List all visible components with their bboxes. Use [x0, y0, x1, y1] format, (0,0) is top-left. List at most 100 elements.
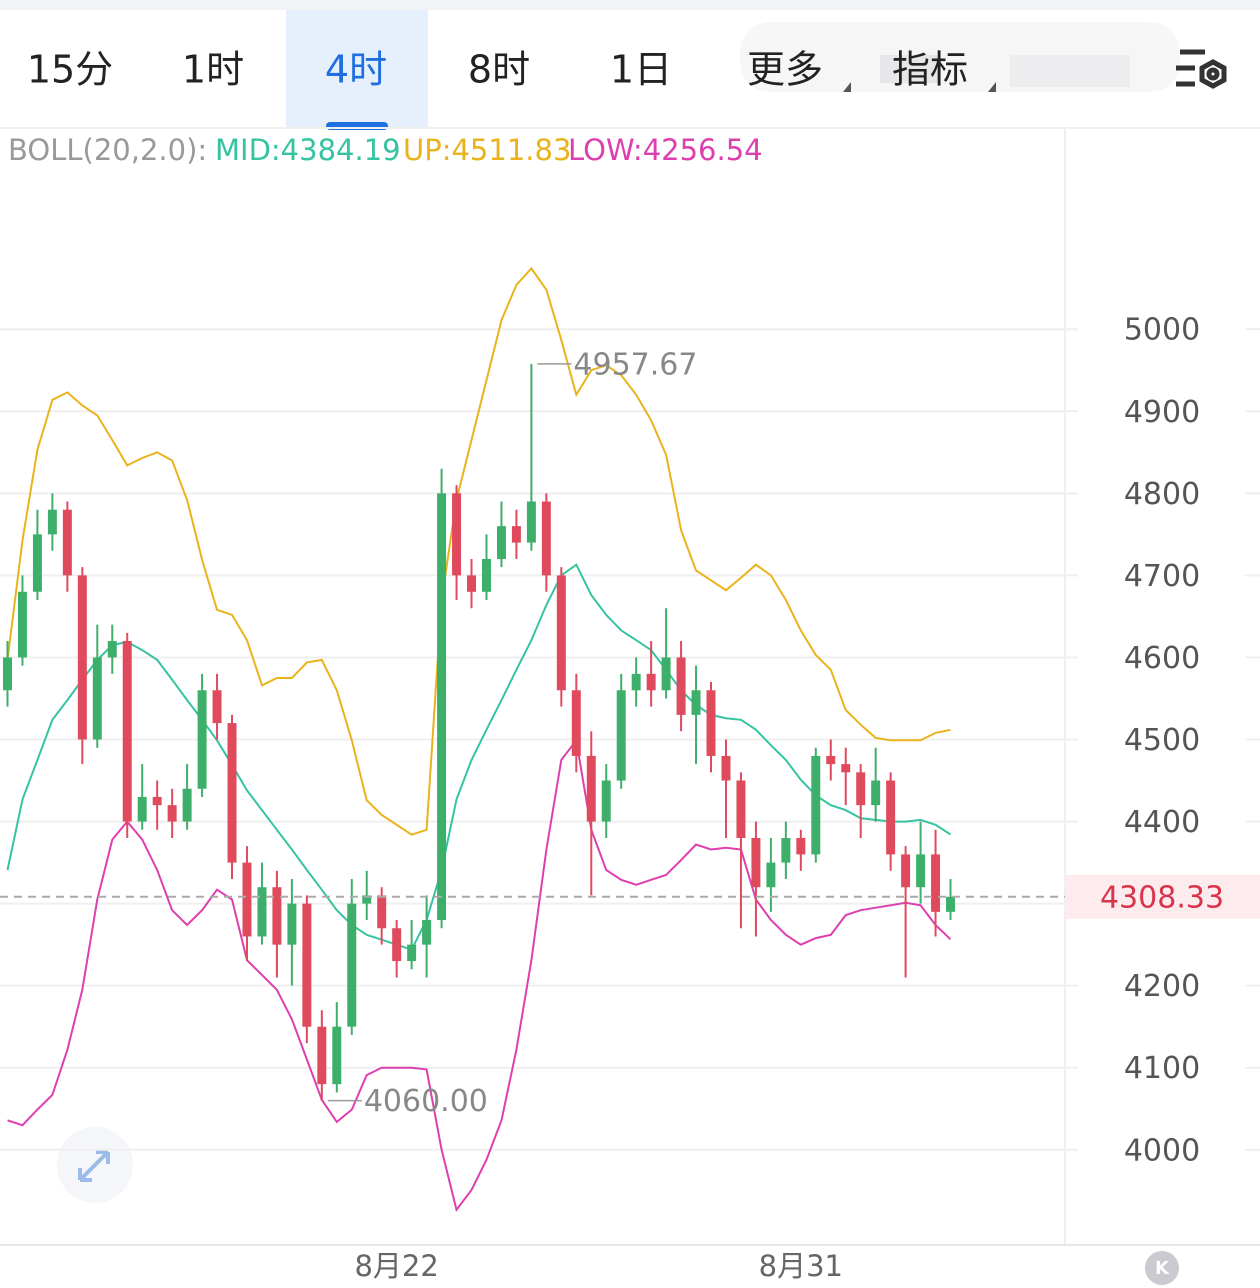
candle-body — [107, 641, 117, 658]
extreme-label: 4957.67 — [573, 347, 697, 382]
candle-body — [511, 526, 521, 543]
candle-body — [946, 896, 956, 912]
candle-body — [347, 903, 357, 1027]
y-tick-label: 4400 — [1124, 805, 1200, 840]
candle-body — [287, 903, 297, 945]
logo: K — [1155, 1258, 1170, 1279]
y-tick-label: 5000 — [1124, 313, 1200, 348]
y-tick-label: 4700 — [1124, 559, 1200, 594]
candle-body — [811, 755, 821, 855]
tab[interactable]: 更多 — [747, 48, 823, 92]
candle-body — [706, 690, 716, 756]
candle-body — [437, 493, 447, 921]
candle-body — [796, 837, 806, 855]
candle-body — [332, 1026, 342, 1085]
band-legend: UP:4511.83 — [403, 133, 571, 167]
candle-body — [931, 854, 941, 912]
candle-body — [167, 805, 177, 822]
candle-body — [571, 690, 581, 756]
last-price-label: 4308.33 — [1100, 880, 1224, 915]
candle-body — [317, 1026, 327, 1085]
candle-body — [92, 657, 102, 740]
candle-body — [362, 895, 372, 904]
x-tick-label: 8月31 — [759, 1249, 843, 1283]
bollinger-line — [6, 266, 951, 836]
band-legend: MID:4384.19 — [215, 133, 401, 167]
tab[interactable]: 指标 — [892, 48, 968, 92]
logo-circle — [1145, 1251, 1179, 1285]
bollinger-line — [7, 737, 952, 1212]
candle-body — [422, 920, 432, 945]
candle-body — [631, 673, 641, 691]
candle-body — [616, 690, 626, 781]
candle-body — [646, 673, 656, 691]
candle-body — [871, 780, 881, 806]
candle-body — [467, 575, 477, 592]
blurred-area — [740, 22, 1180, 92]
candle-body — [407, 944, 417, 962]
candle-body — [377, 895, 387, 929]
candle-body — [721, 755, 731, 781]
last-price-bg — [1065, 874, 1260, 919]
extreme-label: 4060.00 — [364, 1084, 488, 1119]
blur-block — [1010, 55, 1130, 87]
candle-body — [302, 903, 312, 1027]
expand-button[interactable] — [57, 1127, 133, 1203]
expand-icon — [78, 1150, 110, 1182]
candle-body — [661, 657, 671, 691]
candle-body — [841, 764, 851, 773]
candle-body — [586, 755, 596, 822]
candle-body — [736, 780, 746, 838]
y-tick-label: 4100 — [1124, 1051, 1200, 1086]
candle-body — [886, 780, 896, 855]
tab[interactable]: 8时 — [468, 48, 530, 92]
y-tick-label: 4500 — [1124, 723, 1200, 758]
candle-body — [272, 887, 282, 945]
y-tick-label: 4000 — [1124, 1133, 1200, 1168]
tab[interactable]: 1日 — [610, 48, 672, 92]
candle-body — [766, 862, 776, 888]
candle-body — [32, 534, 42, 592]
candle-body — [2, 657, 12, 691]
y-tick-label: 4600 — [1124, 641, 1200, 676]
tab[interactable]: 4时 — [325, 48, 387, 92]
candle-body — [916, 854, 926, 888]
tab[interactable]: 1时 — [182, 48, 244, 92]
candle-body — [751, 837, 761, 888]
icon-hex — [1199, 59, 1227, 89]
blur-block — [880, 55, 940, 83]
band-legend: LOW:4256.54 — [568, 133, 763, 167]
candle-body — [227, 723, 237, 863]
candle-body — [526, 501, 536, 543]
candle-body — [676, 657, 686, 715]
candle-body — [62, 509, 72, 576]
candle-body — [17, 591, 27, 658]
candle-body — [122, 641, 132, 822]
x-tick-label: 8月22 — [354, 1249, 438, 1283]
candle-body — [556, 575, 566, 691]
candle-body — [496, 526, 506, 559]
candle-body — [182, 788, 192, 822]
settings-icon[interactable] — [1176, 49, 1227, 89]
candle-body — [77, 575, 87, 740]
candle-body — [901, 854, 911, 888]
candle-body — [137, 796, 147, 822]
candle-body — [212, 690, 222, 724]
candle-body — [392, 928, 402, 962]
candle-body — [481, 558, 491, 592]
candle-body — [541, 501, 551, 576]
candle-body — [242, 862, 252, 937]
indicator-name: BOLL(20,2.0): — [8, 133, 207, 167]
candle-body — [452, 493, 462, 576]
bollinger-line — [6, 563, 952, 951]
active-tab-bg — [286, 10, 428, 128]
candle-body — [826, 755, 836, 765]
candle-body — [856, 772, 866, 806]
dropdown-triangle — [843, 82, 851, 92]
y-tick-label: 4200 — [1124, 969, 1200, 1004]
candle-body — [152, 796, 162, 806]
tab[interactable]: 15分 — [27, 48, 113, 92]
candle-body — [781, 837, 791, 863]
candle-body — [47, 509, 57, 535]
